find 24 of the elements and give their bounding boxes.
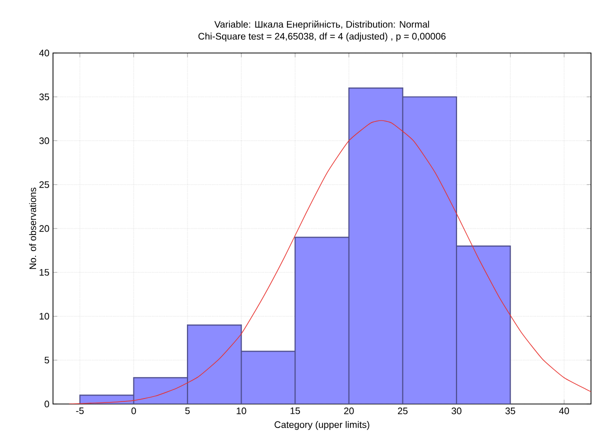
y-tick-label: 35 — [39, 94, 50, 100]
x-tick-label: -5 — [76, 408, 84, 414]
y-tick-label: 30 — [39, 137, 50, 144]
x-tick-label: 20 — [344, 408, 354, 414]
x-tick-label: 40 — [559, 408, 569, 414]
chart-title: Variable: Шкала Енергійність, Distribution: Normal — [214, 20, 430, 30]
y-tick-label: 0 — [44, 400, 50, 408]
line-series — [68, 120, 592, 404]
x-tick-label: 15 — [290, 408, 300, 414]
y-tick-label: 20 — [39, 225, 50, 232]
y-tick-label: 25 — [39, 181, 50, 188]
y-tick-label: 40 — [39, 50, 50, 56]
x-tick-label: 30 — [452, 408, 462, 414]
y-tick-label: 5 — [44, 356, 50, 364]
y-tick-label: 15 — [40, 269, 50, 276]
x-axis-title: Category (upper limits) — [274, 421, 370, 430]
chart-subtitle: Chi-Square test = 24,65038, df = 4 (adjusted) , p = 0,00006 — [198, 32, 446, 42]
y-axis-title: No. of observations — [29, 188, 36, 269]
x-tick-label: 5 — [185, 408, 190, 414]
x-tick-label: 0 — [131, 408, 136, 414]
x-tick-label: 35 — [505, 408, 516, 414]
y-tick-label: 10 — [40, 312, 50, 320]
x-tick-label: 10 — [236, 408, 246, 414]
x-tick-label: 25 — [398, 408, 408, 414]
